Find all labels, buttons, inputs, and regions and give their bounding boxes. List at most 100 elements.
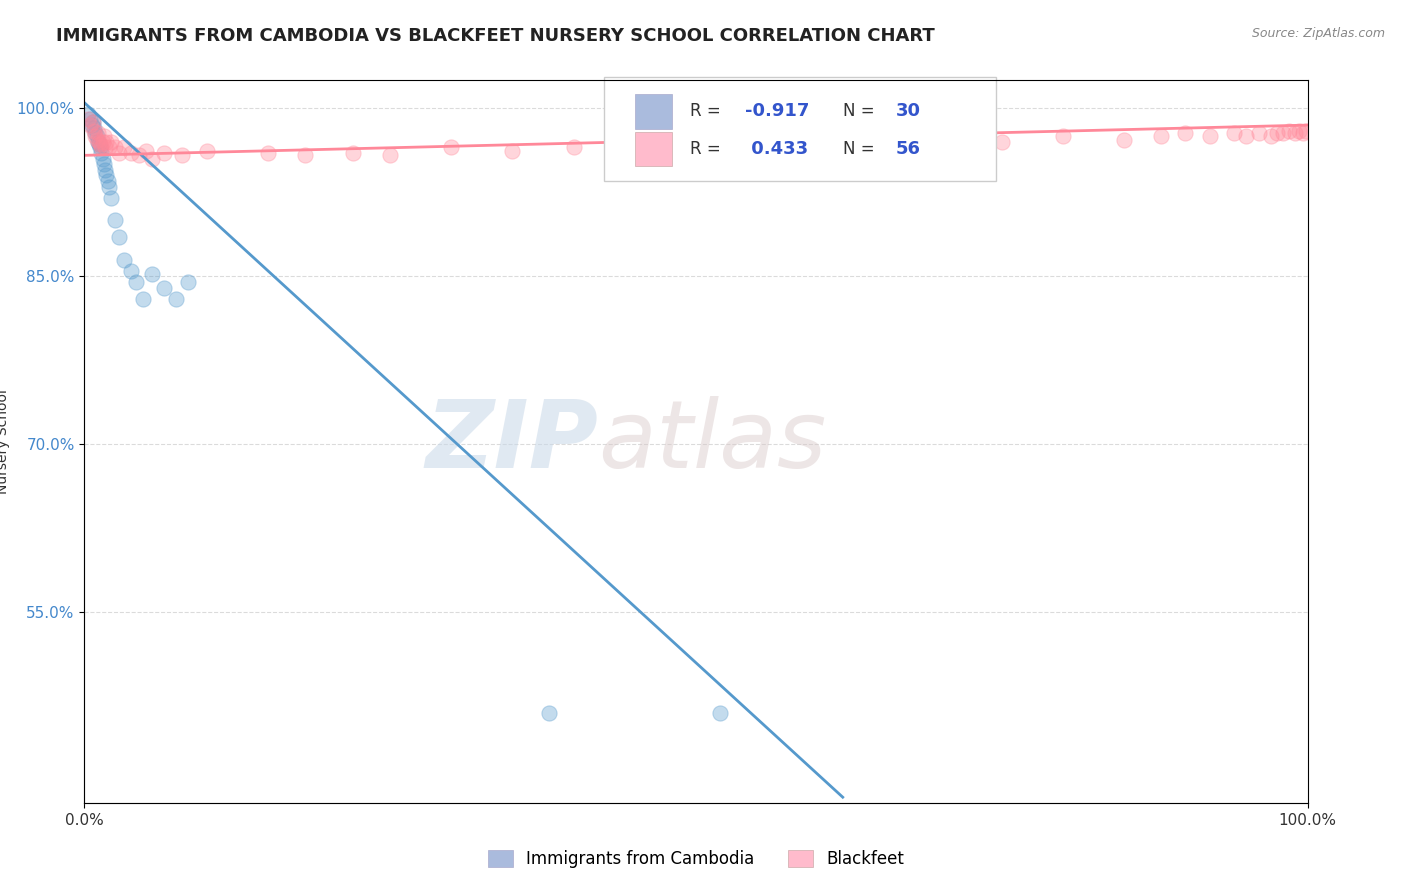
Point [94, 140, 117, 154]
Point [84, 129, 107, 144]
Point [97, 140, 120, 154]
Point [1272, 126, 1295, 140]
Point [562, 140, 585, 154]
Text: 56: 56 [896, 140, 921, 158]
Point [1288, 124, 1310, 138]
Point [90, 146, 112, 161]
Point [94, 162, 117, 177]
Point [97, 179, 120, 194]
Point [87, 135, 110, 149]
Point [153, 280, 176, 294]
Point [1247, 126, 1270, 140]
Point [685, 140, 707, 154]
Point [709, 706, 731, 721]
Point [1292, 126, 1315, 140]
Point [104, 213, 127, 227]
Point [257, 146, 280, 161]
Point [91, 135, 114, 149]
Point [86, 133, 108, 147]
Point [991, 135, 1014, 149]
Point [97, 174, 120, 188]
Point [107, 230, 129, 244]
Point [1295, 124, 1317, 138]
Point [86, 129, 108, 144]
Point [141, 267, 163, 281]
Text: N =: N = [842, 103, 880, 120]
Y-axis label: Nursery School: Nursery School [0, 389, 10, 494]
Point [132, 292, 155, 306]
Text: R =: R = [690, 140, 725, 158]
Point [89, 140, 111, 154]
Point [1174, 126, 1197, 140]
Point [125, 275, 148, 289]
Point [747, 137, 769, 152]
Point [89, 137, 111, 152]
Point [807, 133, 830, 147]
Point [87, 126, 110, 140]
Point [1236, 129, 1258, 144]
Point [929, 133, 952, 147]
Text: -0.917: -0.917 [745, 103, 810, 120]
Point [1114, 133, 1136, 147]
Point [1198, 129, 1220, 144]
Point [96, 135, 118, 149]
Point [624, 137, 647, 152]
Point [172, 148, 194, 162]
Text: 0.433: 0.433 [745, 140, 808, 158]
Text: Source: ZipAtlas.com: Source: ZipAtlas.com [1251, 27, 1385, 40]
Text: 30: 30 [896, 103, 921, 120]
Point [1260, 129, 1282, 144]
Point [82, 114, 104, 128]
Point [79, 112, 101, 127]
Point [342, 146, 364, 161]
Point [90, 140, 112, 154]
Point [83, 121, 105, 136]
Bar [636, 94, 672, 128]
Point [1265, 126, 1288, 140]
Point [84, 126, 107, 140]
Point [294, 148, 316, 162]
Point [104, 140, 127, 154]
Point [93, 129, 115, 144]
Point [80, 118, 103, 132]
Legend: Immigrants from Cambodia, Blackfeet: Immigrants from Cambodia, Blackfeet [481, 844, 911, 875]
Point [380, 148, 402, 162]
Point [1150, 129, 1173, 144]
Point [538, 706, 561, 721]
Text: R =: R = [690, 103, 725, 120]
Text: IMMIGRANTS FROM CAMBODIA VS BLACKFEET NURSERY SCHOOL CORRELATION CHART: IMMIGRANTS FROM CAMBODIA VS BLACKFEET NU… [56, 27, 935, 45]
Point [112, 140, 135, 154]
Point [87, 137, 110, 152]
Text: ZIP: ZIP [425, 395, 598, 488]
Point [153, 146, 176, 161]
Point [1278, 124, 1301, 138]
Point [77, 107, 100, 121]
Point [177, 275, 200, 289]
Point [141, 152, 163, 166]
Point [195, 144, 218, 158]
Point [82, 114, 104, 128]
Point [135, 144, 157, 158]
Point [77, 112, 100, 127]
Point [83, 124, 105, 138]
Point [79, 118, 101, 132]
Point [93, 157, 115, 171]
Point [128, 148, 150, 162]
Point [165, 292, 187, 306]
Point [100, 135, 122, 149]
Point [120, 263, 142, 277]
Point [100, 191, 122, 205]
Bar [636, 132, 672, 166]
Point [1052, 129, 1074, 144]
Point [120, 146, 142, 161]
FancyBboxPatch shape [605, 77, 995, 181]
Text: atlas: atlas [598, 396, 827, 487]
Point [440, 140, 463, 154]
Point [107, 146, 129, 161]
Point [91, 152, 114, 166]
Text: N =: N = [842, 140, 880, 158]
Point [96, 169, 118, 183]
Point [1223, 126, 1246, 140]
Point [112, 252, 135, 267]
Point [1284, 126, 1306, 140]
